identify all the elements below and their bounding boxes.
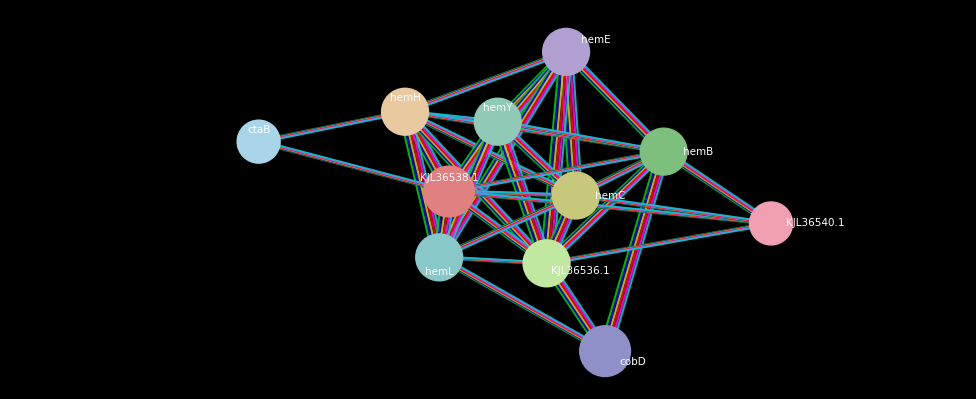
Ellipse shape xyxy=(523,240,570,287)
Ellipse shape xyxy=(750,202,793,245)
Text: ctaB: ctaB xyxy=(247,124,270,135)
Ellipse shape xyxy=(640,128,687,175)
Text: KJL36538.1: KJL36538.1 xyxy=(420,172,478,183)
Ellipse shape xyxy=(424,166,474,217)
Ellipse shape xyxy=(382,88,428,135)
Ellipse shape xyxy=(237,120,280,163)
Text: hemY: hemY xyxy=(483,103,512,113)
Text: hemL: hemL xyxy=(425,267,454,277)
Text: cobD: cobD xyxy=(619,357,646,367)
Text: hemC: hemC xyxy=(594,190,626,201)
Ellipse shape xyxy=(552,172,599,219)
Text: KJL36540.1: KJL36540.1 xyxy=(786,217,844,228)
Ellipse shape xyxy=(416,234,463,281)
Ellipse shape xyxy=(543,28,590,75)
Ellipse shape xyxy=(474,98,521,145)
Text: hemB: hemB xyxy=(683,147,712,158)
Ellipse shape xyxy=(580,326,630,377)
Text: hemE: hemE xyxy=(581,35,610,45)
Text: hemH: hemH xyxy=(389,93,421,103)
Text: KJL36536.1: KJL36536.1 xyxy=(551,266,610,277)
